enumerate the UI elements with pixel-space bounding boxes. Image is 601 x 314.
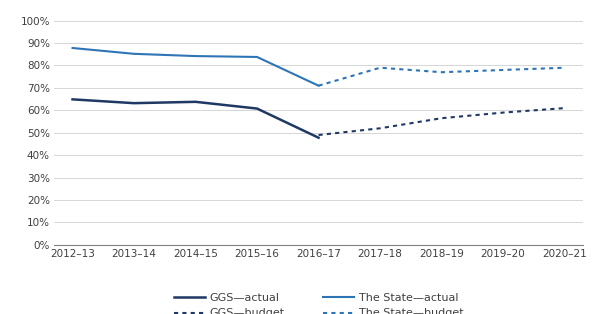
Legend: GGS—actual, GGS—budget, The State—actual, The State—budget: GGS—actual, GGS—budget, The State—actual… xyxy=(174,293,463,314)
